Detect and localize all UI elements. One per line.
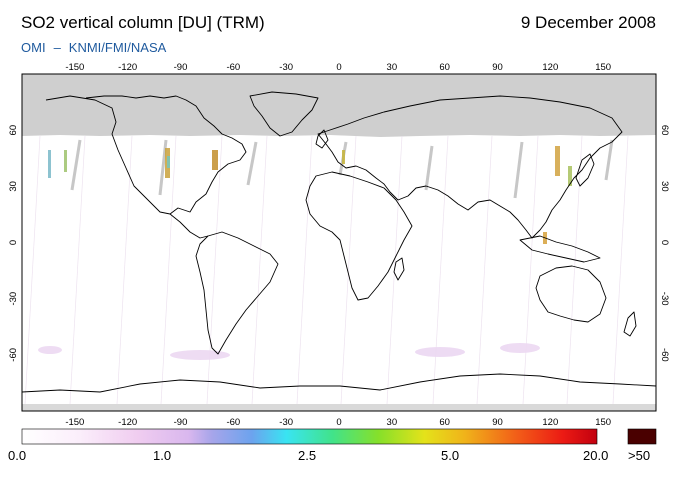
lon-tick-bottom-5: 0 xyxy=(336,417,341,428)
lon-tick-bottom-8: 90 xyxy=(492,417,503,428)
so2-feature-europe xyxy=(342,150,345,164)
colorbar-label-4: 20.0 xyxy=(583,448,609,463)
lon-tick-top-8: 90 xyxy=(492,62,503,73)
lon-tick-bottom-1: -120 xyxy=(118,417,137,428)
lon-tick-top-9: 120 xyxy=(542,62,558,73)
lon-tick-bottom-7: 60 xyxy=(439,417,450,428)
lat-tick-left-2: 0 xyxy=(8,240,19,245)
no-data-region-south xyxy=(22,404,656,411)
lat-tick-right-2: 0 xyxy=(659,240,670,245)
colorbar-label-1: 1.0 xyxy=(153,448,172,463)
coastline-south-america xyxy=(195,231,279,355)
credit-dash: – xyxy=(53,40,61,55)
colorbar xyxy=(21,428,598,445)
coastline-australia xyxy=(535,265,607,323)
map-title: SO2 vertical column [DU] (TRM) xyxy=(21,13,265,32)
coastline-uk xyxy=(315,129,329,149)
coastline-africa xyxy=(305,171,413,301)
coastline-antarctica xyxy=(22,373,656,393)
lon-tick-bottom-10: 150 xyxy=(595,417,611,428)
lon-tick-bottom-9: 120 xyxy=(542,417,558,428)
map-date: 9 December 2008 xyxy=(520,13,656,32)
coastline-north-america xyxy=(45,95,247,215)
colorbar-label-0: 0.0 xyxy=(8,448,27,463)
credit-agencies: KNMI/FMI/NASA xyxy=(68,40,167,55)
lat-tick-right-0: 60 xyxy=(659,125,670,136)
longitude-ticks-top: -150 -120 -90 -60 -30 0 30 60 90 120 150 xyxy=(65,62,611,73)
lon-tick-top-6: 30 xyxy=(387,62,398,73)
lat-tick-left-1: 30 xyxy=(8,181,19,192)
lon-tick-top-0: -150 xyxy=(65,62,84,73)
lat-tick-left-0: 60 xyxy=(8,125,19,136)
latitude-ticks-left: 60 30 0 -30 -60 xyxy=(8,125,19,362)
latitude-ticks-right: 60 30 0 -30 -60 xyxy=(659,125,670,362)
lon-tick-top-5: 0 xyxy=(336,62,341,73)
no-data-region-north xyxy=(22,74,656,137)
lon-tick-top-3: -60 xyxy=(226,62,240,73)
longitude-ticks-bottom: -150 -120 -90 -60 -30 0 30 60 90 120 150 xyxy=(65,417,611,428)
so2-feature-china xyxy=(555,146,560,176)
coastline-greenland xyxy=(249,91,319,137)
lat-tick-left-3: -30 xyxy=(8,292,19,306)
colorbar-overflow-swatch xyxy=(627,428,657,445)
lon-tick-top-7: 60 xyxy=(439,62,450,73)
lon-tick-bottom-3: -60 xyxy=(226,417,240,428)
lon-tick-bottom-2: -90 xyxy=(174,417,188,428)
lon-tick-top-1: -120 xyxy=(118,62,137,73)
lon-tick-top-4: -30 xyxy=(279,62,293,73)
coastline-central-america xyxy=(169,213,209,239)
lat-tick-right-4: -60 xyxy=(659,348,670,362)
lon-tick-bottom-4: -30 xyxy=(279,417,293,428)
lat-tick-left-4: -60 xyxy=(8,348,19,362)
lat-tick-right-3: -30 xyxy=(659,292,670,306)
lon-tick-top-10: 150 xyxy=(595,62,611,73)
coastline-new-zealand xyxy=(623,311,637,337)
lon-tick-bottom-0: -150 xyxy=(65,417,84,428)
lat-tick-right-1: 30 xyxy=(659,181,670,192)
map-frame xyxy=(21,73,657,412)
coastline-maritime-asia xyxy=(519,235,601,263)
coastline-japan xyxy=(575,153,595,187)
credit-line: OMI – KNMI/FMI/NASA xyxy=(21,40,166,55)
lon-tick-bottom-6: 30 xyxy=(387,417,398,428)
so2-feature-east-us xyxy=(212,150,218,170)
colorbar-label-2: 2.5 xyxy=(298,448,317,463)
credit-instrument: OMI xyxy=(21,40,46,55)
colorbar-overflow-label: >50 xyxy=(628,448,651,463)
colorbar-label-3: 5.0 xyxy=(441,448,460,463)
coastline-madagascar xyxy=(393,257,405,281)
lon-tick-top-2: -90 xyxy=(174,62,188,73)
